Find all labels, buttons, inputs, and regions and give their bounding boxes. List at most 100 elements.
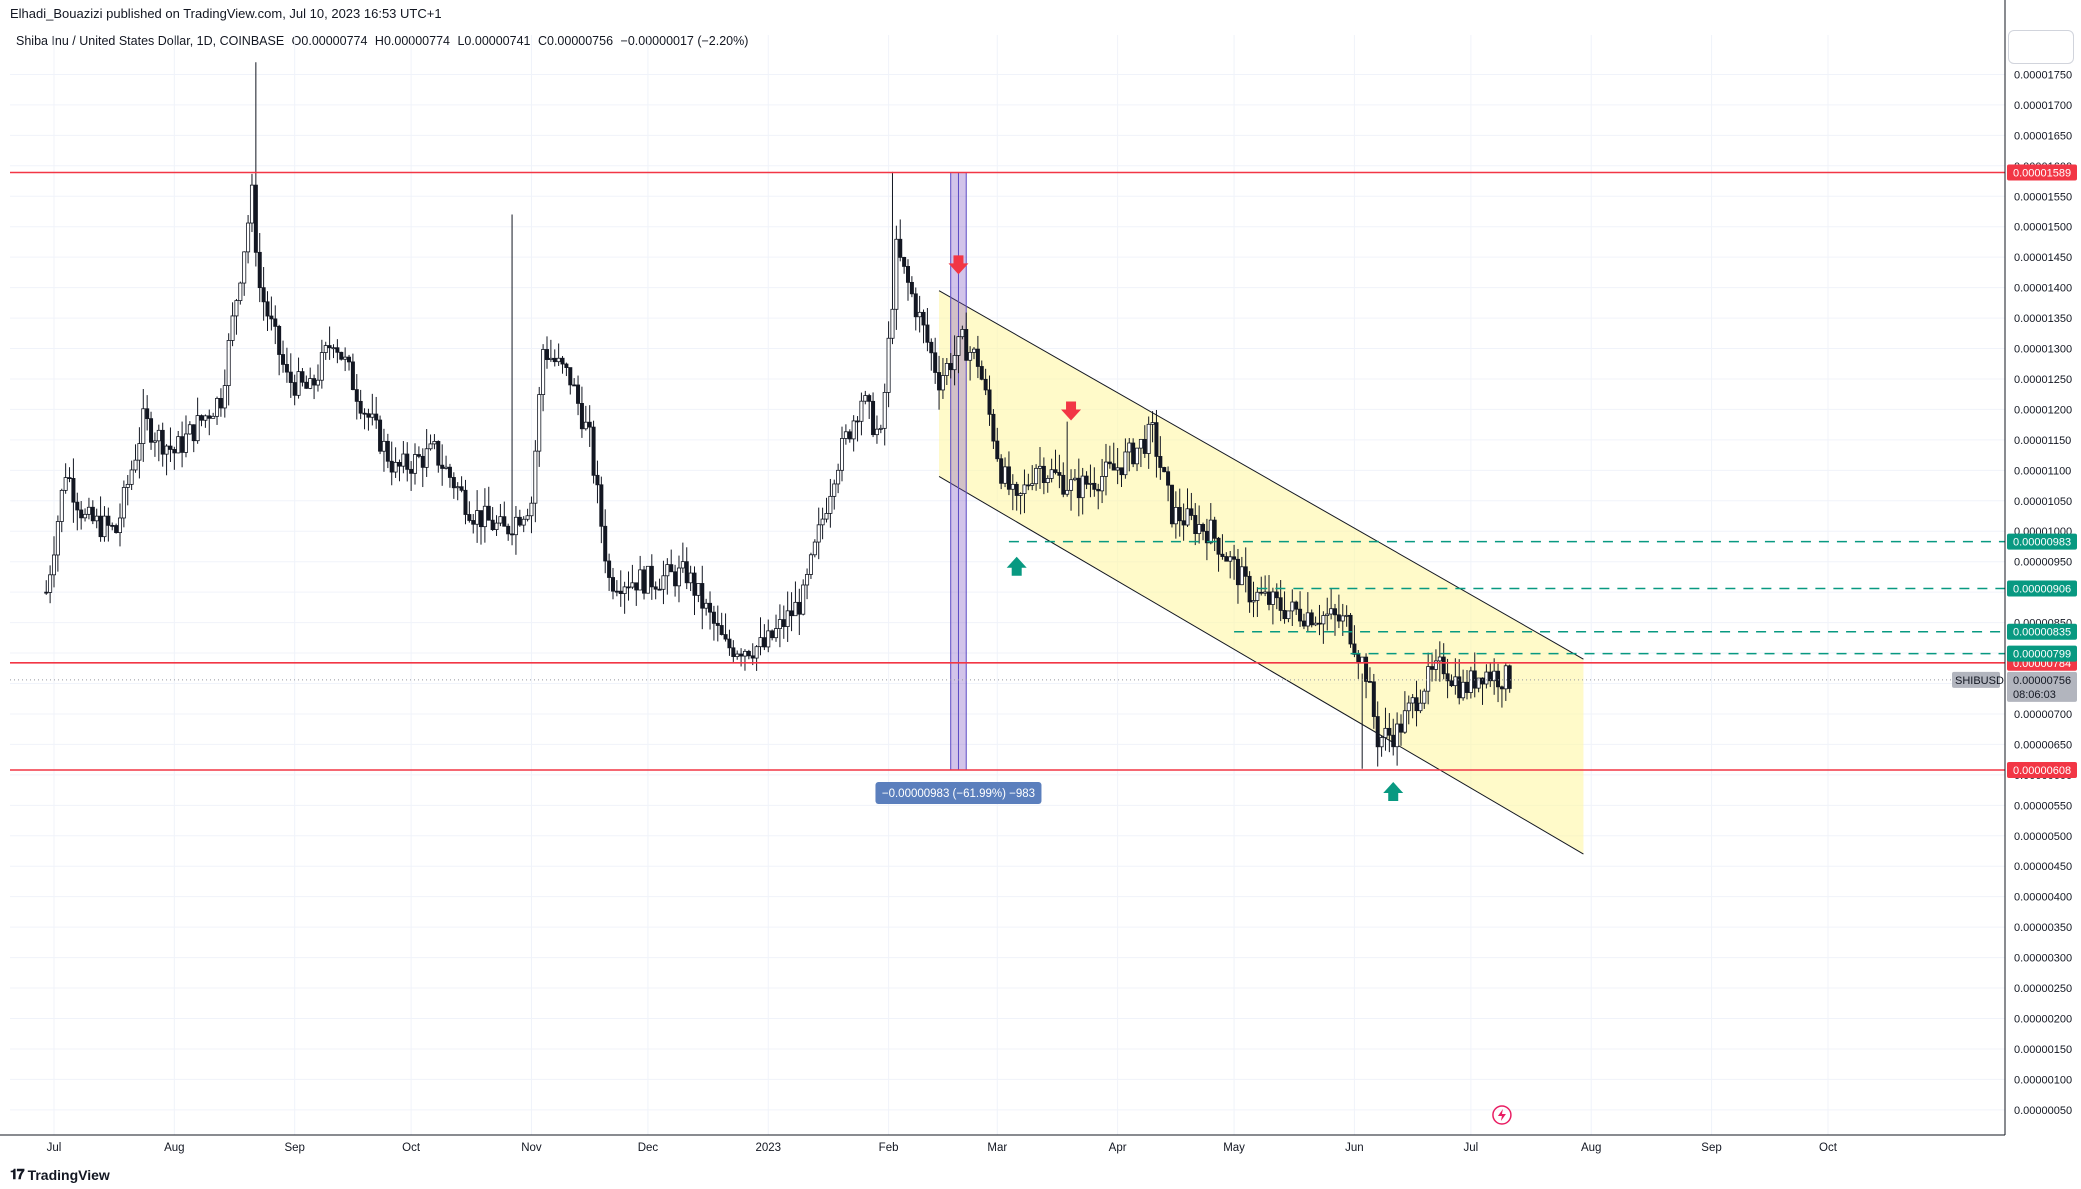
candle-body	[479, 510, 484, 528]
candle-body	[673, 571, 678, 587]
candle-body	[1282, 610, 1287, 620]
time-tick-label: Jul	[47, 1142, 62, 1154]
candle-body	[894, 238, 899, 310]
candle-body	[1294, 601, 1299, 610]
price-tick-label: 0.00000450	[2014, 861, 2072, 873]
candle-body	[696, 583, 701, 596]
candle-body	[513, 516, 518, 536]
candle-body	[1364, 656, 1369, 682]
candle-body	[1018, 493, 1023, 496]
candle-body	[1003, 466, 1008, 484]
candle-body	[1391, 734, 1396, 748]
candle-body	[315, 379, 320, 386]
candle-body	[742, 650, 747, 657]
price-tick-label: 0.00001150	[2014, 435, 2071, 447]
resistance-price-label-bg	[2007, 164, 2077, 181]
candle-body	[618, 590, 623, 594]
candle-body	[277, 325, 282, 355]
candle-body	[1255, 591, 1260, 601]
candle-body	[1305, 612, 1310, 627]
candle-body	[1181, 520, 1186, 526]
measure-label-bg	[875, 782, 1042, 804]
chart-settings-button[interactable]	[2008, 30, 2074, 64]
candle-body	[327, 345, 332, 349]
candle-body	[1426, 666, 1431, 692]
candle-body	[1080, 475, 1085, 499]
candle-body	[568, 367, 573, 386]
candle-body	[1072, 477, 1077, 481]
time-tick-label: Sep	[1701, 1142, 1721, 1154]
channel-upper-line[interactable]	[938, 290, 1584, 660]
candle-body	[704, 602, 709, 609]
price-tick-label: 0.00001350	[2014, 313, 2072, 325]
price-tick-label: 0.00000300	[2014, 953, 2072, 965]
candle-body	[797, 601, 802, 615]
candle-body	[746, 650, 751, 657]
candle-body	[863, 395, 868, 402]
candle-body	[381, 440, 386, 452]
candle-body	[874, 428, 879, 436]
candle-body	[455, 486, 460, 489]
candle-body	[1278, 597, 1283, 611]
candle-body	[300, 371, 305, 383]
level-price-label-bg	[2007, 645, 2077, 662]
candle-body	[420, 455, 425, 468]
price-tick-label: 0.00001250	[2014, 374, 2072, 386]
candle-body	[1464, 681, 1469, 693]
candle-body	[1022, 484, 1027, 494]
candle-body	[125, 483, 130, 488]
time-tick-label: Apr	[1109, 1142, 1127, 1154]
candle-body	[572, 384, 577, 387]
candle-body	[1103, 461, 1108, 477]
candle-body	[836, 469, 841, 485]
symbol-description[interactable]: Shiba Inu / United States Dollar, 1D, CO…	[16, 34, 285, 48]
candle-body	[1298, 608, 1303, 622]
candle-body	[909, 281, 914, 295]
candle-body	[937, 372, 942, 391]
candle-body	[1146, 423, 1151, 454]
candle-body	[63, 477, 68, 491]
price-tick-label: 0.00001700	[2014, 100, 2072, 112]
candle-body	[754, 646, 759, 659]
candle-body	[715, 622, 720, 626]
candle-body	[906, 266, 911, 283]
candle-body	[172, 449, 177, 454]
candle-body	[160, 429, 165, 455]
candle-body	[1449, 680, 1454, 687]
candle-body	[335, 347, 340, 353]
candle-body	[956, 336, 961, 356]
candle-body	[979, 366, 984, 380]
time-tick-label: Dec	[638, 1142, 659, 1154]
low-value: L0.00000741	[457, 34, 531, 48]
candle-body	[195, 415, 200, 442]
candle-body	[467, 514, 472, 521]
candle-body	[708, 602, 713, 613]
time-tick-label: May	[1223, 1142, 1245, 1154]
candle-body	[463, 489, 468, 515]
level-price-label: 0.00000906	[2013, 583, 2071, 595]
price-tick-label: 0.00000050	[2014, 1105, 2072, 1117]
candle-body	[401, 453, 406, 467]
candle-body	[971, 348, 976, 353]
candle-body	[230, 315, 235, 341]
candle-body	[591, 426, 596, 476]
candle-body	[614, 590, 619, 593]
footer-brand[interactable]: 𝟏𝟕 TradingView	[10, 1166, 110, 1183]
candle-body	[975, 348, 980, 367]
candle-body	[735, 653, 740, 657]
candle-body	[1251, 600, 1256, 603]
candle-body	[1111, 463, 1116, 471]
channel-lower-line[interactable]	[938, 475, 1584, 855]
candle-body	[785, 610, 790, 627]
candle-body	[1177, 506, 1182, 522]
candle-body	[610, 577, 615, 592]
candle-body	[999, 458, 1004, 484]
lightning-icon[interactable]	[1492, 1105, 1512, 1125]
candle-body	[579, 403, 584, 430]
candle-body	[323, 345, 328, 353]
candle-body	[525, 515, 530, 520]
candle-body	[991, 413, 996, 442]
candle-body	[1150, 422, 1155, 425]
candle-body	[603, 525, 608, 562]
